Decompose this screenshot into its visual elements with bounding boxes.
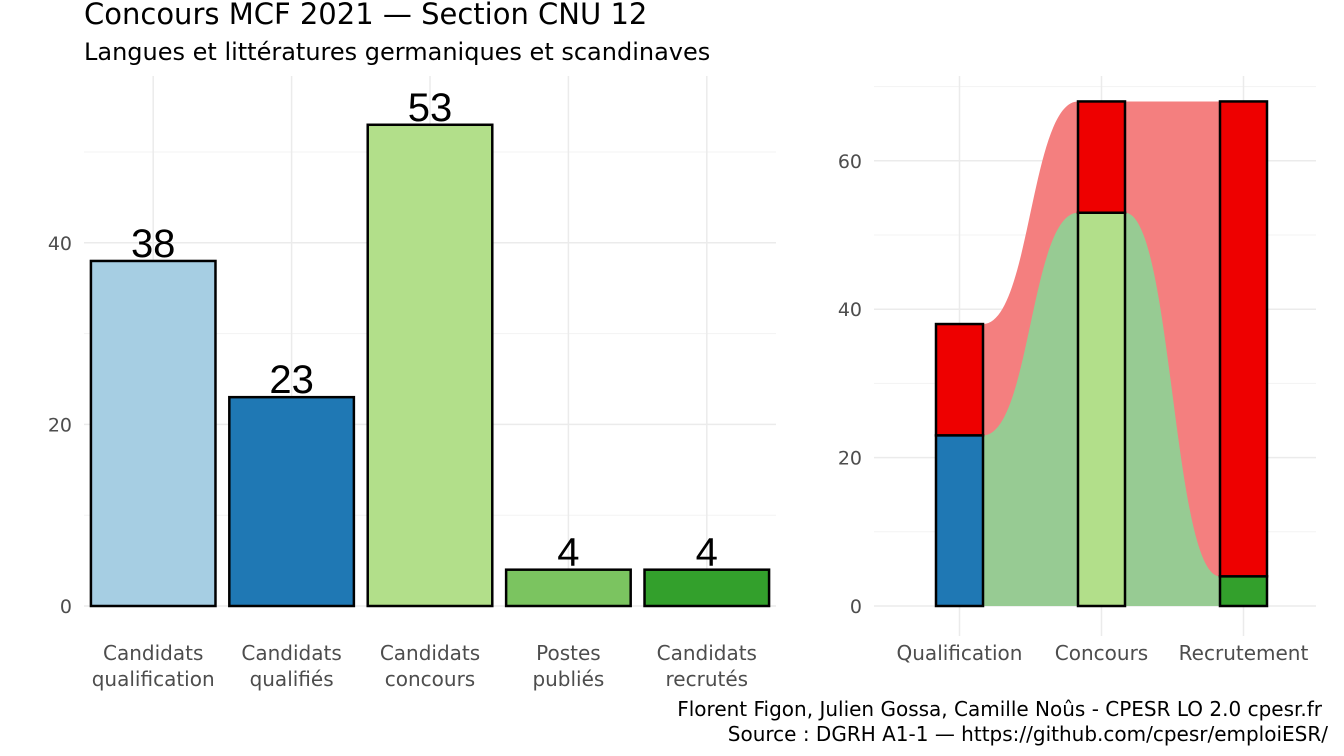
x-tick-label: Candidats	[241, 641, 341, 665]
stacked-bar-segment	[1218, 575, 1269, 608]
bar	[89, 259, 217, 608]
bar	[228, 395, 356, 608]
x-tick-label: Candidats	[657, 641, 757, 665]
x-tick-label: Recrutement	[1179, 641, 1309, 665]
x-tick-label: Candidats	[380, 641, 480, 665]
bar	[366, 123, 494, 608]
bar-value-label: 4	[696, 531, 718, 575]
chart-title: Concours MCF 2021 — Section CNU 12	[84, 0, 647, 31]
bar-value-label: 23	[269, 358, 314, 402]
y-tick-label: 0	[850, 596, 862, 618]
stacked-bar-segment	[934, 322, 985, 437]
stacked-bar-segment	[1076, 100, 1127, 214]
x-tick-label: Postes	[536, 641, 601, 665]
y-tick-label: 60	[838, 151, 862, 173]
caption-source: Source : DGRH A1-1 — https://github.com/…	[728, 722, 1328, 746]
bar	[504, 568, 632, 608]
x-tick-label: recrutés	[666, 667, 749, 691]
x-tick-label: Candidats	[103, 641, 203, 665]
caption-credits: Florent Figon, Julien Gossa, Camille Noû…	[677, 697, 1323, 721]
x-tick-label: qualifiés	[250, 667, 334, 691]
stacked-bar-segment	[1218, 100, 1269, 578]
bar	[643, 568, 771, 608]
bar-value-label: 53	[408, 86, 453, 130]
y-tick-label: 40	[48, 233, 72, 255]
x-tick-label: qualification	[92, 667, 215, 691]
y-tick-label: 20	[838, 448, 862, 470]
x-tick-label: publiés	[532, 667, 604, 691]
stacked-bar-segment	[934, 434, 985, 608]
y-tick-label: 0	[60, 596, 72, 618]
chart-subtitle: Langues et littératures germaniques et s…	[84, 38, 710, 66]
x-tick-label: Qualification	[897, 641, 1023, 665]
x-tick-label: concours	[385, 667, 475, 691]
bar-value-label: 4	[557, 531, 579, 575]
bar-value-label: 38	[131, 222, 176, 266]
y-tick-label: 20	[48, 414, 72, 436]
right-stacked-chart: 0 20 40 60 Qualification Concours Recrutement	[838, 76, 1316, 665]
stacked-bar-segment	[1076, 211, 1127, 608]
y-tick-label: 40	[838, 299, 862, 321]
x-tick-label: Concours	[1055, 641, 1148, 665]
